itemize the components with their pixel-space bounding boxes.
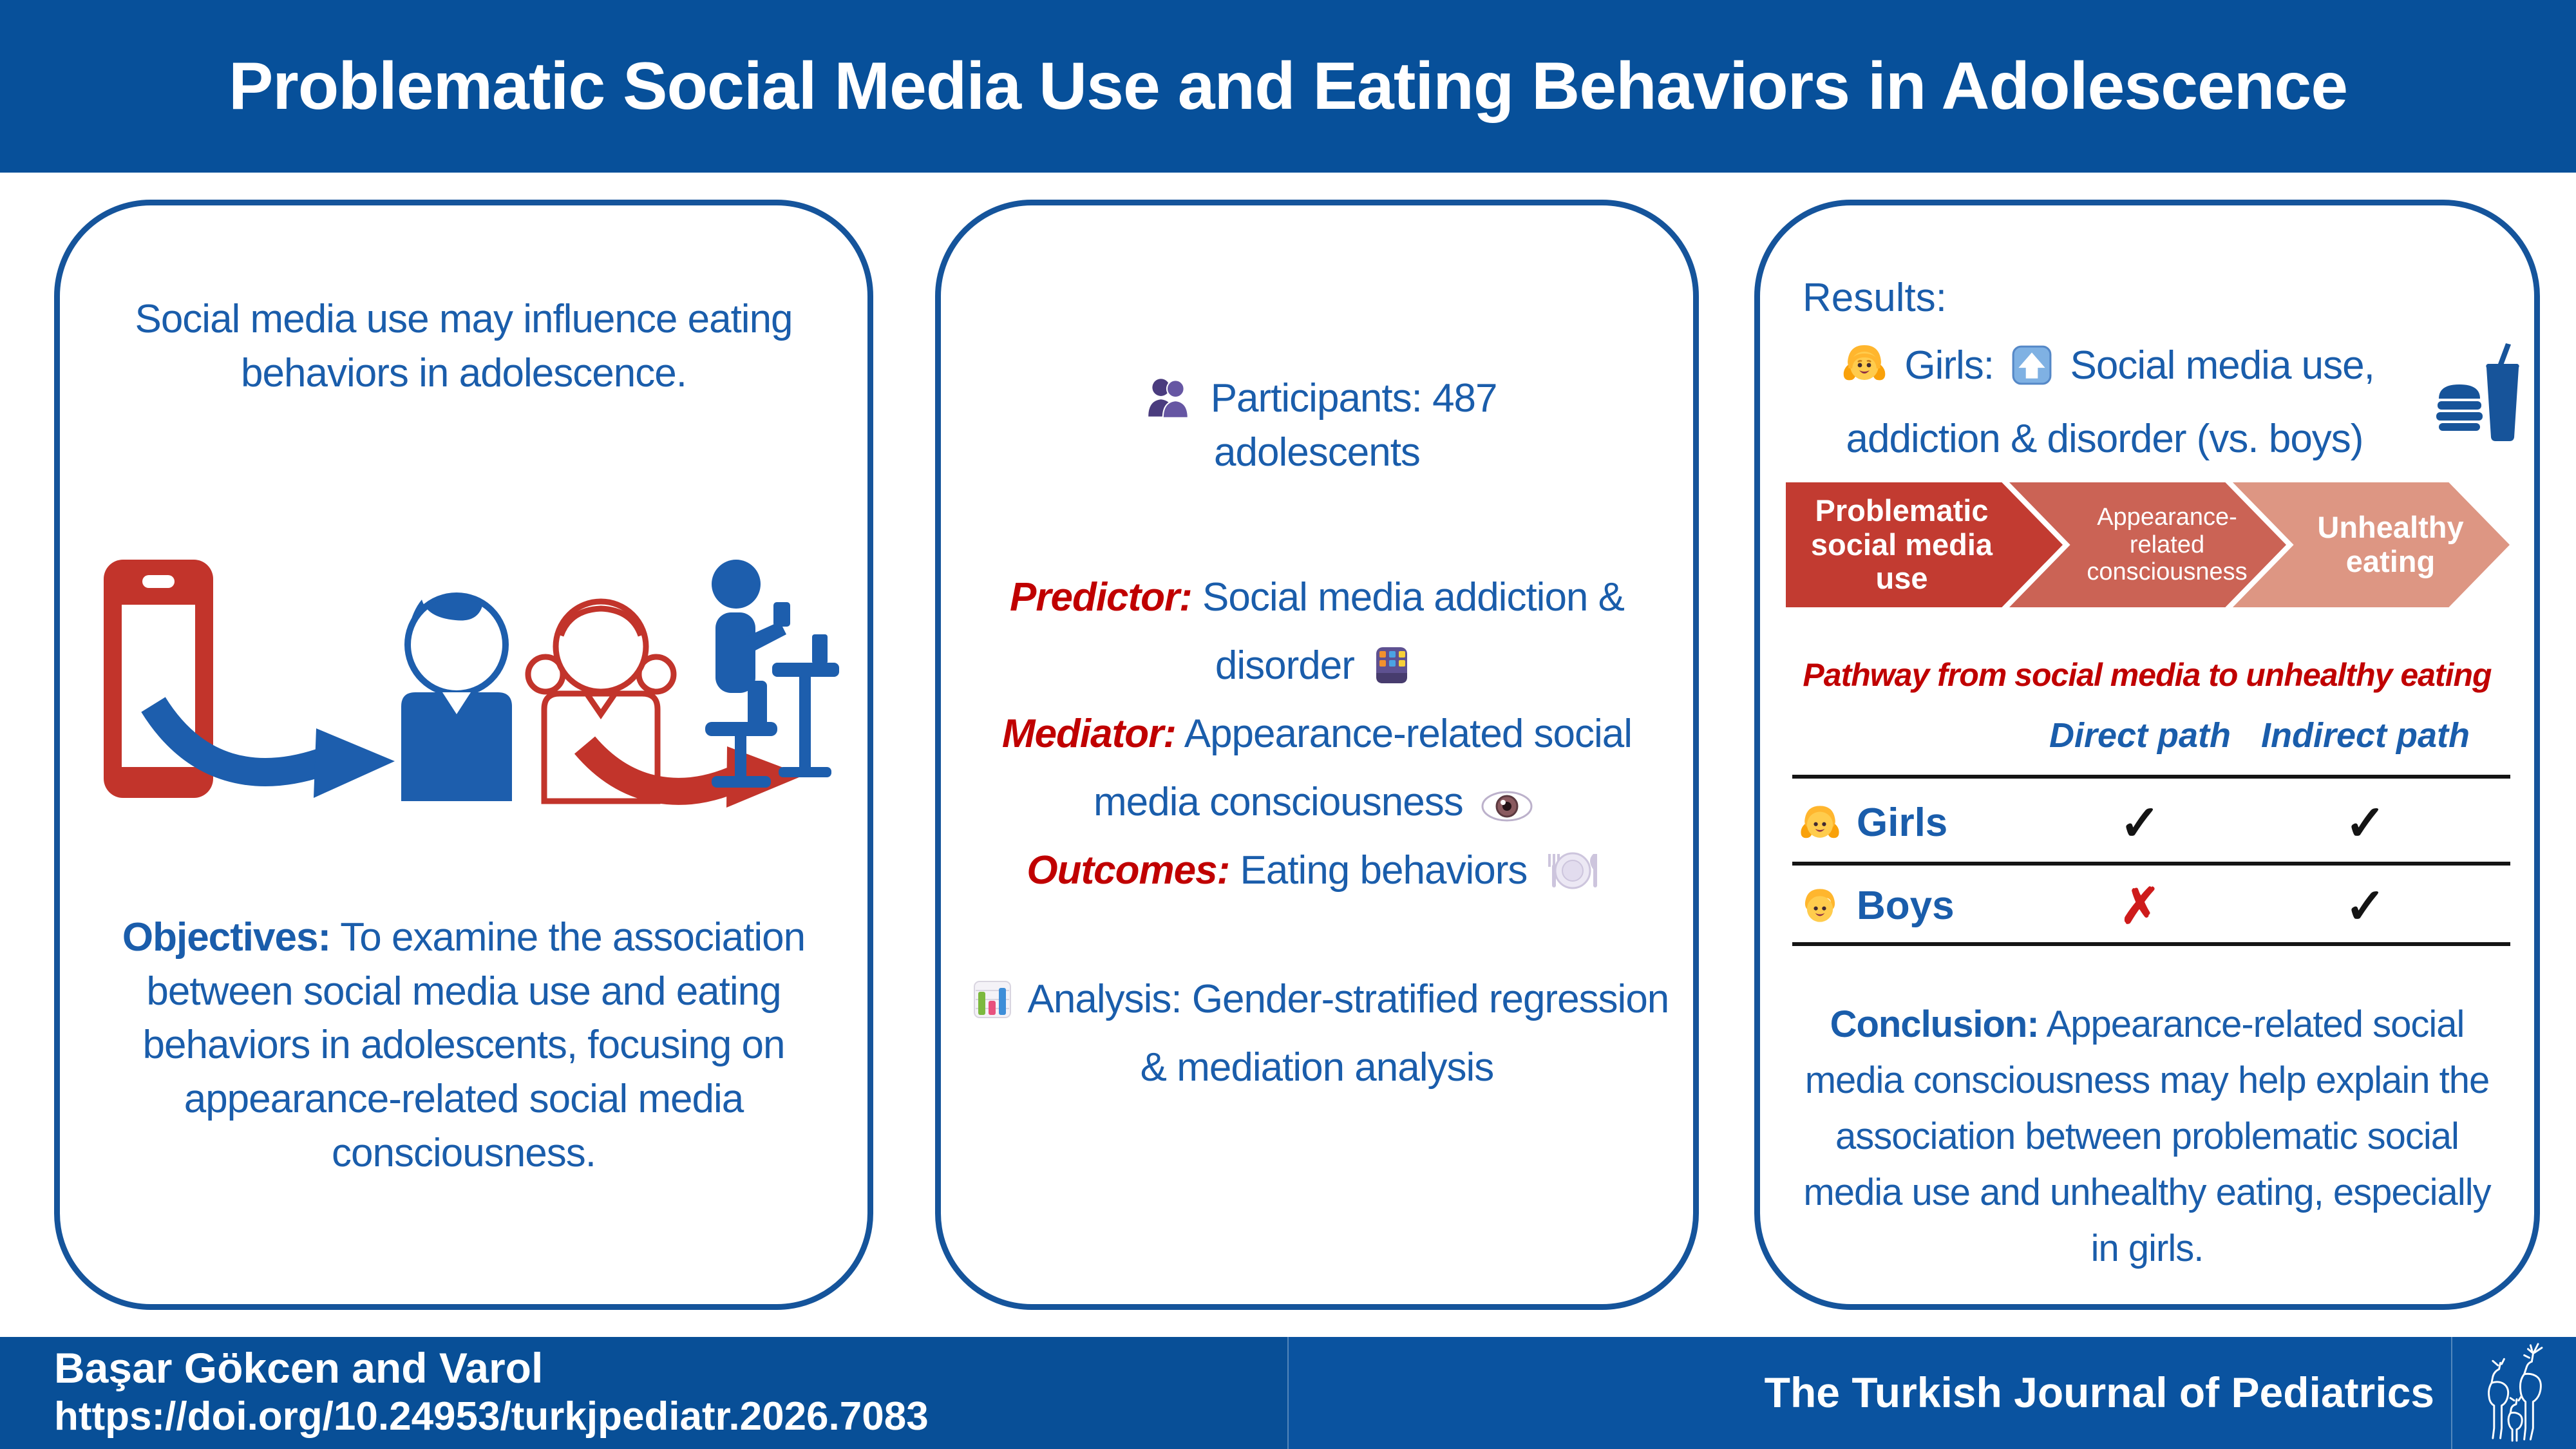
participants-icon [1148,379,1189,419]
chevron-problematic-use: Problematic social media use [1786,482,2063,607]
journal-logo-box [2451,1337,2576,1449]
footer-right-section: The Turkish Journal of Pediatrics [1288,1337,2576,1449]
variables-block: Predictor: Social media addiction & diso… [976,564,1658,905]
table-row-girls: Girls ✓ ✓ [1799,782,2507,862]
footer-divider [1287,1337,1289,1449]
boy-pictogram-icon [401,592,512,801]
table-rule-middle [1792,862,2510,866]
table-rule-top [1792,775,2510,779]
outcomes-text: Eating behaviors [1229,848,1528,893]
top-bar: Problematic Social Media Use and Eating … [0,0,2576,173]
objectives-label: Objectives: [122,915,331,960]
deer-logo-icon [2488,1343,2543,1442]
bar-chart-icon [973,981,1011,1018]
column-indirect-path: Indirect path [2260,716,2470,755]
intro-text: Social media use may influence eating be… [135,297,793,395]
girl-emoji-icon [1801,806,1839,838]
page-title: Problematic Social Media Use and Eating … [228,48,2348,124]
mobile-phone-icon [1376,647,1408,683]
authors-text: Başar Gökcen and Varol [54,1344,544,1392]
table-row-boys: Boys ✗ ✓ [1799,867,2507,943]
results-text-2: addiction & disorder (vs. boys) [1846,417,2364,461]
row-label-boys: Boys [1857,883,1955,928]
chevron-appearance-consciousness: Appearance-related consciousness [2009,482,2286,607]
results-label: Results: [1803,276,1947,320]
fork-and-plate-icon [1548,852,1597,889]
girl-emoji-icon [1843,345,1886,381]
row-label-girls: Girls [1857,800,1948,845]
girls-label: Girls: [1904,343,1994,388]
analysis-line: Analysis: Gender-stratified regression &… [956,965,1678,1102]
conclusion-text: Conclusion: Appearance-related social me… [1803,1003,2491,1269]
boy-emoji-icon [1804,889,1835,922]
table-rule-bottom [1792,942,2510,946]
mediator-label: Mediator: [1001,712,1177,756]
fast-food-icon [2429,342,2525,448]
predictor-label: Predictor: [1009,575,1193,620]
mediator-text: Appearance-related social media consciou… [1094,712,1633,824]
phone-to-eating-pictogram [104,560,839,808]
panel-methods: Participants: 487 adolescents Predictor:… [935,200,1699,1310]
table-header: Direct path Indirect path [1799,715,2507,755]
girls-indirect-check: ✓ [2345,795,2386,851]
objectives-text: Objectives: To examine the association b… [122,915,806,1175]
participants-line: Participants: 487 adolescents [941,372,1693,479]
journal-name: The Turkish Journal of Pediatrics [1764,1368,2434,1416]
results-text-1: Social media use, [2070,343,2374,388]
pathway-caption: Pathway from social media to unhealthy e… [1803,657,2492,693]
person-eating-icon [705,560,839,788]
eye-icon [1481,791,1533,822]
footer-bar: The Turkish Journal of Pediatrics [0,1337,2576,1449]
boys-indirect-check: ✓ [2345,878,2386,934]
boys-direct-cross: ✗ [2119,878,2161,934]
column-direct-path: Direct path [2049,716,2231,755]
predictor-text: Social media addiction & disorder [1191,575,1625,688]
girls-direct-check: ✓ [2119,795,2161,851]
outcomes-label: Outcomes: [1027,848,1230,893]
results-summary: Girls: Social media use, addiction & dis… [1799,329,2410,476]
up-arrow-icon [2012,345,2052,385]
panel-results: Results: Girls: Social media use, addict… [1754,200,2540,1310]
panel-background: Social media use may influence eating be… [54,200,873,1310]
doi-link[interactable]: https://doi.org/10.24953/turkjpediatr.20… [54,1394,929,1439]
arrow-blue-icon [141,697,395,798]
conclusion-label: Conclusion: [1830,1003,2040,1045]
